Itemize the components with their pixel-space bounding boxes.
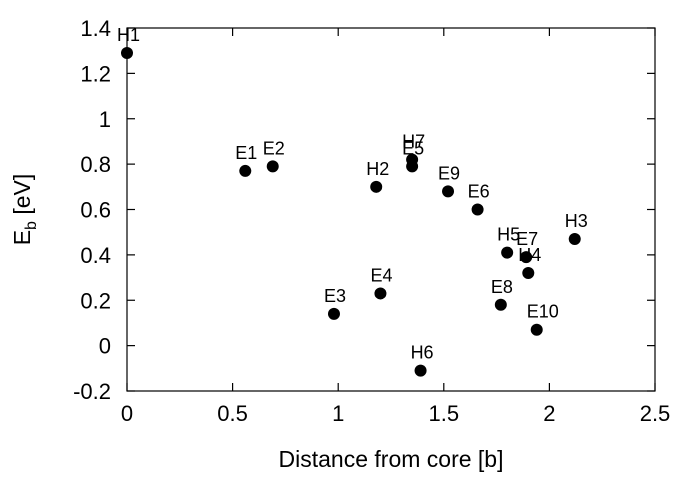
point-label-h4: H4 [518,245,541,265]
data-point-h1 [121,46,133,59]
x-tick-label: 2.5 [640,401,671,426]
data-point-e4 [374,287,387,300]
data-point-e8 [494,298,507,311]
y-axis-title: Eb [eV] [9,174,40,246]
y-tick-label: 0.8 [80,152,111,177]
point-label-e4: E4 [370,265,392,285]
data-point-h5 [501,246,514,259]
point-label-h3: H3 [565,211,588,231]
point-label-h1: H1 [117,25,140,45]
data-point-e3 [327,307,340,320]
y-tick-label: -0.2 [73,379,111,404]
tick-labels: 0 0.5 1 1.5 2 2.5 -0.2 0 0.2 0.4 0.6 0.8 1 1.2 1.4 [73,16,670,426]
data-point-e7 [520,251,533,264]
plot-frame [126,27,656,392]
axis-ticks [126,27,656,392]
point-label-h7: H7 [402,132,425,152]
y-tick-label: 0.2 [80,288,111,313]
point-label-e10: E10 [527,302,559,322]
point-label-e3: E3 [324,286,346,306]
point-label-h6: H6 [411,343,434,363]
data-point-e2 [266,160,279,173]
x-tick-label: 1 [332,401,344,426]
point-label-e1: E1 [235,143,257,163]
data-point-h3 [568,232,581,245]
point-label-e5: E5 [402,138,424,158]
data-point-h2 [370,180,383,193]
y-tick-label: 1 [99,107,111,132]
y-axis-title-unit: [eV] [9,174,35,221]
y-tick-label: 1.2 [80,61,111,86]
point-label-h2: H2 [366,159,389,179]
point-label-e6: E6 [468,182,490,202]
y-tick-label: 1.4 [80,16,111,41]
point-label-e7: E7 [516,229,538,249]
x-tick-label: 0 [121,401,133,426]
data-point-e10 [530,323,543,336]
x-tick-label: 1.5 [429,401,460,426]
y-tick-label: 0 [99,334,111,359]
y-tick-label: 0.6 [80,198,111,223]
point-label-e8: E8 [491,277,513,297]
x-tick-label: 2 [543,401,555,426]
x-axis-title: Distance from core [b] [279,446,504,472]
data-point-e9 [442,185,455,198]
point-label-e2: E2 [263,138,285,158]
y-tick-label: 0.4 [80,243,111,268]
data-point-e6 [471,203,484,216]
data-point-e1 [239,164,252,177]
data-point-h4 [522,267,535,280]
data-points [121,46,581,377]
x-tick-label: 0.5 [217,401,248,426]
point-label-h5: H5 [497,225,520,245]
data-point-e5 [406,160,419,173]
y-axis-title-main: E [9,230,35,245]
point-label-e9: E9 [438,163,460,183]
data-point-h6 [414,364,427,377]
y-axis-title-subscript: b [23,221,40,230]
